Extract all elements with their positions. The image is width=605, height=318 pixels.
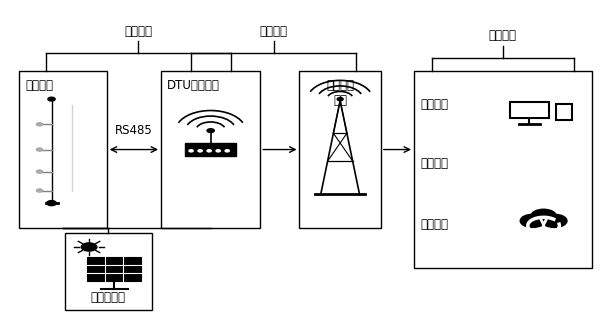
Text: 形变测量: 形变测量	[25, 79, 53, 92]
Text: 数据传输: 数据传输	[260, 24, 287, 38]
Circle shape	[337, 98, 343, 101]
Circle shape	[542, 214, 567, 227]
Bar	[526, 216, 561, 224]
Bar	[185, 143, 237, 156]
Bar	[65, 233, 152, 310]
Text: 数据接收: 数据接收	[489, 29, 517, 42]
Text: 数据采集: 数据采集	[124, 24, 152, 38]
Bar	[510, 102, 549, 118]
Text: 下载数据: 下载数据	[420, 218, 448, 231]
Text: 太阳能供电: 太阳能供电	[91, 291, 126, 304]
Bar	[557, 104, 572, 120]
Text: 无线通信
网络: 无线通信 网络	[326, 79, 354, 107]
Circle shape	[48, 97, 55, 101]
Bar	[510, 102, 549, 118]
Text: 终端用户: 终端用户	[420, 157, 448, 170]
Bar	[161, 71, 260, 228]
Circle shape	[198, 150, 202, 152]
Circle shape	[225, 150, 229, 152]
Circle shape	[207, 150, 211, 152]
Bar	[19, 71, 106, 228]
Circle shape	[36, 148, 42, 151]
Text: RS485: RS485	[115, 124, 152, 137]
Bar	[299, 71, 381, 228]
Circle shape	[189, 150, 193, 152]
Circle shape	[520, 214, 545, 227]
Circle shape	[216, 150, 220, 152]
Text: DTU数据传输: DTU数据传输	[167, 79, 220, 92]
Bar	[513, 104, 546, 117]
Circle shape	[36, 189, 42, 192]
Circle shape	[531, 209, 556, 222]
Circle shape	[47, 201, 56, 206]
Text: 接受信号: 接受信号	[420, 98, 448, 111]
Bar	[414, 71, 592, 268]
Circle shape	[36, 170, 42, 173]
Bar	[87, 257, 142, 281]
Circle shape	[36, 123, 42, 126]
Circle shape	[207, 129, 214, 133]
Circle shape	[81, 243, 97, 251]
